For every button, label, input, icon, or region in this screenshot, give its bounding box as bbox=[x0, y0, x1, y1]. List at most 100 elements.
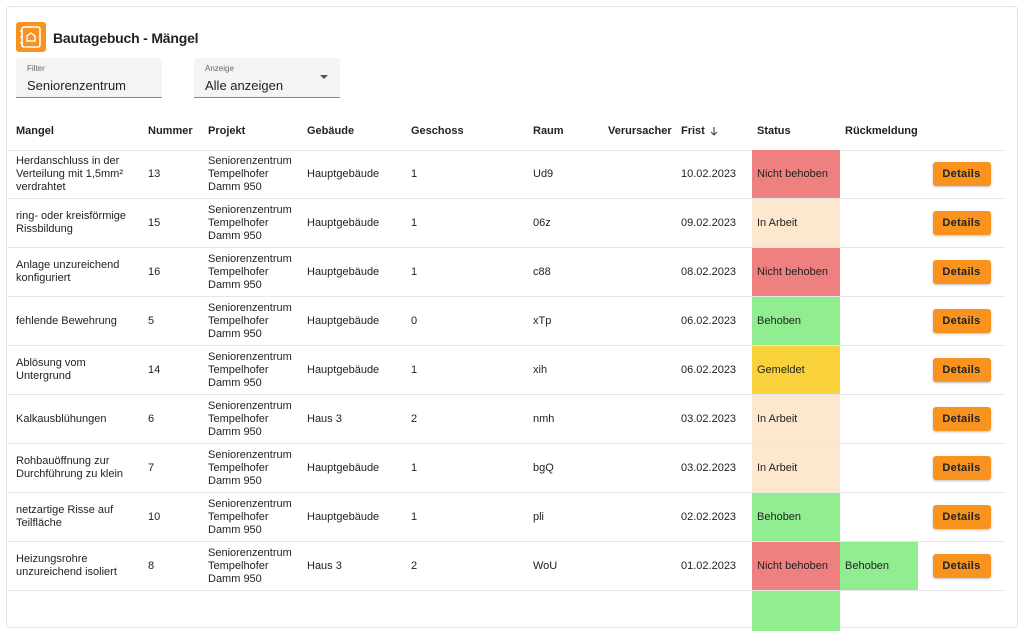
nummer-text: 8 bbox=[148, 559, 155, 572]
raum-text: xih bbox=[533, 363, 548, 376]
geschoss-text: 1 bbox=[411, 265, 418, 278]
frist-cell: 08.02.2023 bbox=[673, 248, 752, 296]
gebaeude-text: Hauptgebäude bbox=[307, 363, 380, 376]
projekt-cell: Seniorenzentrum Tempelhofer Damm 950 bbox=[200, 542, 299, 590]
gebaeude-cell: Hauptgebäude bbox=[299, 199, 403, 247]
details-button[interactable]: Details bbox=[932, 162, 991, 186]
status-text: Nicht behoben bbox=[757, 265, 828, 278]
column-header: Raum bbox=[525, 112, 600, 150]
mangel-text: Herdanschluss in der Verteilung mit 1,5m… bbox=[16, 154, 123, 193]
gebaeude-text: Haus 3 bbox=[307, 412, 342, 425]
nummer-text: 10 bbox=[148, 510, 161, 523]
frist-text: 06.02.2023 bbox=[681, 314, 737, 327]
geschoss-text: 0 bbox=[411, 314, 418, 327]
geschoss-cell: 2 bbox=[403, 542, 525, 590]
status-cell: In Arbeit bbox=[752, 199, 840, 247]
gebaeude-text: Hauptgebäude bbox=[307, 167, 380, 180]
table: Mangel Nummer Projekt Gebäude Geschoss Raum Ve… bbox=[0, 112, 1022, 631]
details-button[interactable]: Details bbox=[932, 456, 991, 480]
frist-cell: 03.02.2023 bbox=[673, 395, 752, 443]
details-button[interactable]: Details bbox=[932, 358, 991, 382]
nummer-cell: 15 bbox=[140, 199, 200, 247]
table-row: netzartige Risse auf Teilfläche 10 Seniore… bbox=[8, 493, 1005, 542]
action-cell: Details bbox=[918, 395, 1005, 443]
projekt-cell: Seniorenzentrum Tempelhofer Damm 950 bbox=[200, 199, 299, 247]
raum-cell: 06z bbox=[525, 199, 600, 247]
details-button[interactable]: Details bbox=[932, 211, 991, 235]
action-cell: Details bbox=[918, 297, 1005, 345]
raum-text: Ud9 bbox=[533, 167, 554, 180]
mangel-cell: Herdanschluss in der Verteilung mit 1,5m… bbox=[8, 150, 140, 198]
table-row: Rohbauöffnung zur Durchführung zu klein 7… bbox=[8, 444, 1005, 493]
mangel-cell: Rohbauöffnung zur Durchführung zu klein bbox=[8, 444, 140, 492]
table-row: Heizungsrohre unzureichend isoliert 8 Seni… bbox=[8, 542, 1005, 591]
raum-text: bgQ bbox=[533, 461, 554, 474]
column-title: Gebäude bbox=[307, 124, 355, 137]
details-button[interactable]: Details bbox=[932, 407, 991, 431]
projekt-text: Seniorenzentrum Tempelhofer Damm 950 bbox=[208, 546, 292, 585]
details-button[interactable]: Details bbox=[932, 260, 991, 284]
column-title: Mangel bbox=[16, 124, 54, 137]
frist-text: 09.02.2023 bbox=[681, 216, 737, 229]
column-header: Status bbox=[752, 112, 840, 150]
status-text: Behoben bbox=[757, 510, 802, 523]
display-select[interactable]: Anzeige Alle anzeigen bbox=[194, 58, 340, 98]
status-cell: Gemeldet bbox=[752, 346, 840, 394]
raum-text: xTp bbox=[533, 314, 552, 327]
column-header: Rückmeldung bbox=[840, 112, 918, 150]
filter-input[interactable]: Filter Seniorenzentrum bbox=[16, 58, 162, 98]
details-button[interactable]: Details bbox=[932, 554, 991, 578]
mangel-text: Kalkausblühungen bbox=[16, 412, 107, 425]
raum-cell: xTp bbox=[525, 297, 600, 345]
geschoss-cell: 2 bbox=[403, 395, 525, 443]
gebaeude-cell: Hauptgebäude bbox=[299, 150, 403, 198]
frist-cell: 06.02.2023 bbox=[673, 297, 752, 345]
nummer-text: 16 bbox=[148, 265, 161, 278]
page: Bautagebuch - Mängel Filter Seniorenzent… bbox=[6, 6, 1018, 631]
nummer-text: 7 bbox=[148, 461, 155, 474]
action-cell: Details bbox=[918, 346, 1005, 394]
status-text: Gemeldet bbox=[757, 363, 805, 376]
projekt-cell: Seniorenzentrum Tempelhofer Damm 950 bbox=[200, 444, 299, 492]
nummer-cell: 13 bbox=[140, 150, 200, 198]
geschoss-cell: 1 bbox=[403, 248, 525, 296]
field-value: Alle anzeigen bbox=[205, 78, 284, 93]
geschoss-cell: 0 bbox=[403, 297, 525, 345]
action-cell: Details bbox=[918, 248, 1005, 296]
geschoss-text: 1 bbox=[411, 510, 418, 523]
status-cell: In Arbeit bbox=[752, 395, 840, 443]
geschoss-cell: 1 bbox=[403, 493, 525, 541]
mangel-text: Heizungsrohre unzureichend isoliert bbox=[16, 553, 117, 578]
status-cell: Nicht behoben bbox=[752, 542, 840, 590]
geschoss-text: 1 bbox=[411, 363, 418, 376]
frist-cell: 03.02.2023 bbox=[673, 444, 752, 492]
details-button[interactable]: Details bbox=[932, 309, 991, 333]
status-text: Nicht behoben bbox=[757, 559, 828, 572]
details-button[interactable]: Details bbox=[932, 505, 991, 529]
column-title: Geschoss bbox=[411, 124, 464, 137]
raum-cell: WoU bbox=[525, 542, 600, 590]
geschoss-cell: 1 bbox=[403, 444, 525, 492]
column-title: Raum bbox=[533, 124, 564, 137]
gebaeude-cell: Haus 3 bbox=[299, 395, 403, 443]
projekt-text: Seniorenzentrum Tempelhofer Damm 950 bbox=[208, 301, 292, 340]
gebaeude-cell: Hauptgebäude bbox=[299, 444, 403, 492]
geschoss-text: 1 bbox=[411, 167, 418, 180]
gebaeude-cell: Hauptgebäude bbox=[299, 248, 403, 296]
column-header: Geschoss bbox=[403, 112, 525, 150]
projekt-cell: Seniorenzentrum Tempelhofer Damm 950 bbox=[200, 395, 299, 443]
nummer-cell: 10 bbox=[140, 493, 200, 541]
mangel-cell: Heizungsrohre unzureichend isoliert bbox=[8, 542, 140, 590]
column-header: Projekt bbox=[200, 112, 299, 150]
action-cell: Details bbox=[918, 444, 1005, 492]
column-title: Projekt bbox=[208, 124, 246, 137]
field-value: Seniorenzentrum bbox=[27, 78, 126, 93]
column-title: Rückmeldung bbox=[845, 124, 918, 137]
geschoss-text: 1 bbox=[411, 216, 418, 229]
action-cell: Details bbox=[918, 542, 1005, 590]
gebaeude-text: Hauptgebäude bbox=[307, 265, 380, 278]
raum-text: 06z bbox=[533, 216, 551, 229]
projekt-text: Seniorenzentrum Tempelhofer Damm 950 bbox=[208, 350, 292, 389]
gebaeude-cell: Hauptgebäude bbox=[299, 346, 403, 394]
column-header: Nummer bbox=[140, 112, 200, 150]
